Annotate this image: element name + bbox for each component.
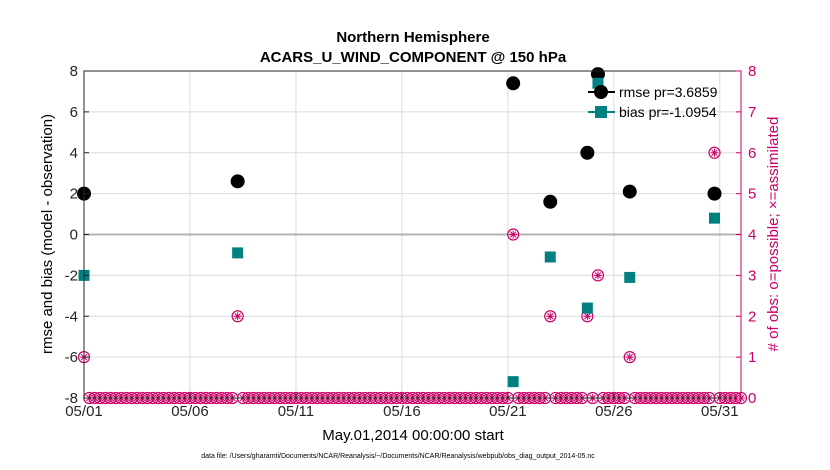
left-y-tick-label: -8 bbox=[65, 390, 78, 407]
x-tick-label: 05/26 bbox=[595, 403, 633, 420]
left-y-tick-label: -6 bbox=[65, 349, 78, 366]
left-y-tick-label: -2 bbox=[65, 267, 78, 284]
right-y-tick-label: 7 bbox=[748, 104, 756, 121]
rmse-point bbox=[543, 194, 558, 209]
right-y-tick-label: 3 bbox=[748, 267, 756, 284]
obs-count-marker bbox=[623, 351, 636, 364]
left-y-tick-label: 6 bbox=[70, 104, 78, 121]
left-y-tick-label: -4 bbox=[65, 308, 78, 325]
legend-rmse-label: rmse pr=3.6859 bbox=[619, 84, 718, 100]
right-y-tick-label: 2 bbox=[748, 308, 756, 325]
chart-subtitle: ACARS_U_WIND_COMPONENT @ 150 hPa bbox=[260, 49, 567, 66]
chart-title: Northern Hemisphere bbox=[336, 29, 489, 46]
bias-point bbox=[592, 77, 604, 89]
left-y-tick-label: 8 bbox=[70, 63, 78, 80]
x-tick-label: 05/31 bbox=[701, 403, 739, 420]
obs-count-marker bbox=[581, 310, 594, 323]
bias-markers bbox=[78, 77, 721, 388]
left-y-tick-label: 4 bbox=[70, 145, 78, 162]
right-y-tick-label: 8 bbox=[748, 63, 756, 80]
right-y-axis-ticks: 0 1 2 3 4 5 6 7 8 bbox=[736, 63, 756, 407]
rmse-point bbox=[622, 184, 637, 199]
x-tick-label: 05/01 bbox=[65, 403, 103, 420]
rmse-point bbox=[506, 76, 521, 91]
bias-point bbox=[709, 212, 721, 224]
obs-count-marker bbox=[507, 228, 520, 241]
left-y-tick-label: 0 bbox=[70, 227, 78, 244]
right-y-tick-label: 0 bbox=[748, 390, 756, 407]
left-y-axis-ticks: -8 -6 -4 -2 0 2 4 6 8 bbox=[65, 63, 89, 407]
right-y-tick-label: 5 bbox=[748, 186, 756, 203]
bias-point bbox=[544, 251, 556, 263]
legend-bias-label: bias pr=-1.0954 bbox=[619, 104, 717, 120]
obs-count-marker bbox=[544, 310, 557, 323]
x-tick-label: 05/16 bbox=[383, 403, 421, 420]
legend-rmse-marker bbox=[594, 85, 608, 99]
x-tick-label: 05/06 bbox=[171, 403, 209, 420]
x-axis-label: May.01,2014 00:00:00 start bbox=[322, 427, 504, 444]
obs-count-marker bbox=[231, 310, 244, 323]
obs-count-marker bbox=[591, 269, 605, 282]
data-file-footnote: data file: /Users/gharamti/Documents/NCA… bbox=[201, 453, 595, 460]
obs-count-marker bbox=[708, 146, 721, 159]
left-y-axis-label: rmse and bias (model - observation) bbox=[39, 114, 56, 354]
left-y-tick-label: 2 bbox=[70, 186, 78, 203]
rmse-point bbox=[230, 174, 245, 189]
right-y-axis-label: # of obs: o=possible; ×=assimilated bbox=[765, 117, 782, 352]
right-y-tick-label: 6 bbox=[748, 145, 756, 162]
legend-bias-marker bbox=[595, 106, 607, 118]
bias-point bbox=[581, 302, 593, 314]
x-axis-ticks: 05/01 05/06 05/11 05/16 05/21 05/26 05/31 bbox=[65, 393, 739, 420]
x-tick-label: 05/21 bbox=[489, 403, 527, 420]
rmse-point bbox=[707, 186, 722, 201]
rmse-point bbox=[580, 145, 595, 160]
legend: rmse pr=3.6859 bias pr=-1.0954 bbox=[588, 84, 718, 120]
bias-point bbox=[507, 376, 519, 388]
right-y-tick-label: 1 bbox=[748, 349, 756, 366]
bias-point bbox=[232, 247, 244, 259]
x-tick-label: 05/11 bbox=[278, 403, 314, 420]
bias-point bbox=[624, 271, 636, 283]
right-y-tick-label: 4 bbox=[748, 227, 756, 244]
